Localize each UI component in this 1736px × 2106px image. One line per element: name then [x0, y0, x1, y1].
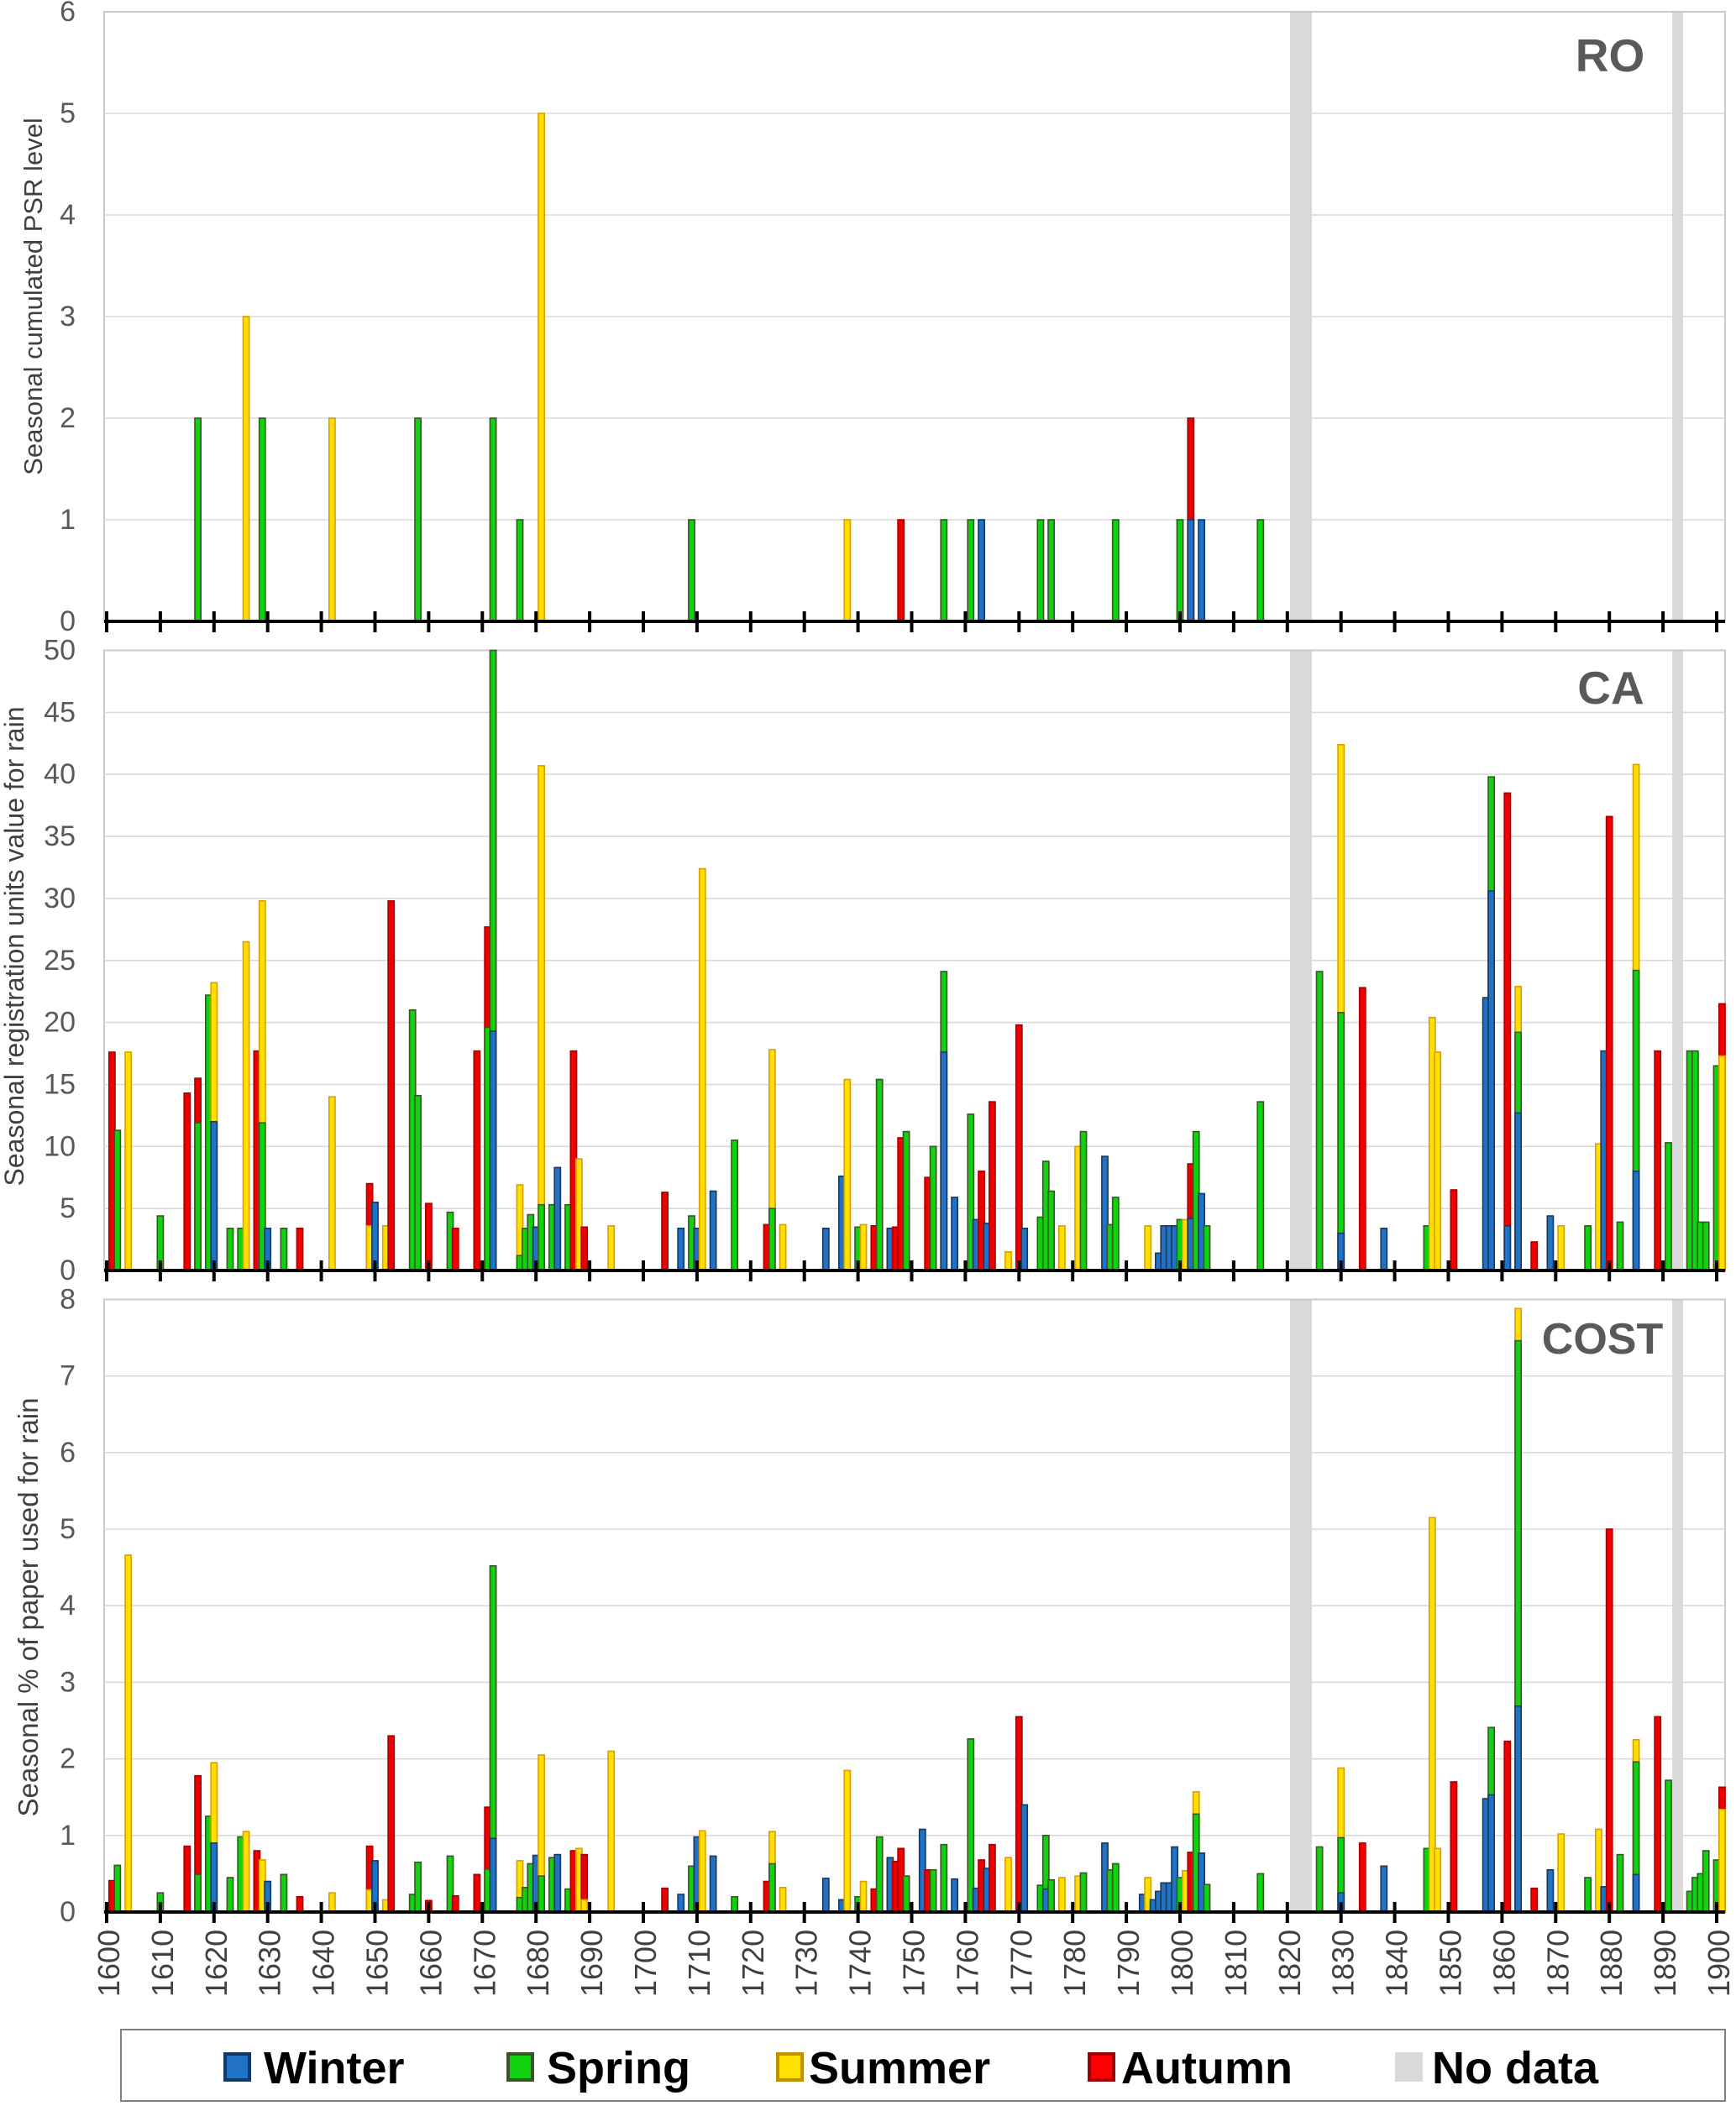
svg-text:0: 0: [60, 1896, 76, 1928]
svg-text:Winter: Winter: [264, 2043, 405, 2093]
svg-text:1640: 1640: [307, 1930, 341, 1997]
svg-text:Summer: Summer: [809, 2043, 990, 2093]
svg-text:1650: 1650: [360, 1930, 395, 1997]
svg-text:1900: 1900: [1702, 1930, 1736, 1997]
svg-text:1820: 1820: [1272, 1930, 1307, 1997]
svg-text:1850: 1850: [1434, 1930, 1468, 1997]
svg-text:RO: RO: [1576, 29, 1645, 81]
svg-text:1880: 1880: [1594, 1930, 1628, 1997]
svg-text:Seasonal cumulated PSR level: Seasonal cumulated PSR level: [18, 118, 48, 475]
svg-text:1700: 1700: [628, 1930, 663, 1997]
svg-text:1610: 1610: [145, 1930, 180, 1997]
svg-text:1810: 1810: [1219, 1930, 1253, 1997]
svg-text:15: 15: [44, 1069, 76, 1101]
svg-text:Seasonal registration units va: Seasonal registration units value for ra…: [0, 707, 29, 1187]
svg-text:35: 35: [44, 820, 76, 852]
svg-text:Spring: Spring: [547, 2043, 690, 2093]
svg-text:1: 1: [60, 1820, 76, 1852]
svg-text:2: 2: [60, 402, 76, 434]
svg-text:10: 10: [44, 1130, 76, 1162]
svg-text:1780: 1780: [1057, 1930, 1092, 1997]
svg-text:1870: 1870: [1540, 1930, 1575, 1997]
svg-text:5: 5: [60, 1192, 76, 1224]
svg-text:20: 20: [44, 1007, 76, 1039]
svg-text:1800: 1800: [1165, 1930, 1199, 1997]
svg-text:30: 30: [44, 883, 76, 914]
svg-text:1670: 1670: [467, 1930, 501, 1997]
svg-text:25: 25: [44, 945, 76, 977]
svg-text:6: 6: [60, 1437, 76, 1469]
svg-text:0: 0: [60, 605, 76, 637]
svg-text:50: 50: [44, 635, 76, 667]
svg-text:1860: 1860: [1487, 1930, 1521, 1997]
svg-text:4: 4: [60, 1590, 76, 1621]
svg-text:1840: 1840: [1380, 1930, 1414, 1997]
svg-text:No data: No data: [1432, 2043, 1599, 2093]
svg-text:7: 7: [60, 1360, 76, 1392]
svg-text:1790: 1790: [1111, 1930, 1146, 1997]
svg-text:COST: COST: [1542, 1315, 1664, 1364]
svg-text:1710: 1710: [682, 1930, 716, 1997]
svg-text:1680: 1680: [521, 1930, 555, 1997]
svg-text:1750: 1750: [897, 1930, 931, 1997]
svg-text:1730: 1730: [789, 1930, 824, 1997]
svg-text:3: 3: [60, 301, 76, 333]
svg-text:1770: 1770: [1004, 1930, 1038, 1997]
svg-text:Seasonal % of paper used for r: Seasonal % of paper used for rain: [13, 1398, 44, 1817]
svg-text:1720: 1720: [736, 1930, 770, 1997]
svg-text:40: 40: [44, 758, 76, 790]
svg-text:2: 2: [60, 1743, 76, 1775]
svg-text:1600: 1600: [92, 1930, 126, 1997]
svg-text:6: 6: [60, 0, 76, 28]
svg-text:1690: 1690: [574, 1930, 609, 1997]
svg-text:4: 4: [60, 199, 76, 231]
svg-text:3: 3: [60, 1666, 76, 1698]
svg-text:5: 5: [60, 1513, 76, 1545]
svg-text:Autumn: Autumn: [1121, 2043, 1293, 2093]
svg-text:8: 8: [60, 1283, 76, 1315]
svg-text:1890: 1890: [1648, 1930, 1682, 1997]
svg-text:1760: 1760: [950, 1930, 984, 1997]
svg-text:0: 0: [60, 1255, 76, 1286]
svg-text:1: 1: [60, 504, 76, 536]
svg-text:1630: 1630: [253, 1930, 287, 1997]
svg-text:1660: 1660: [413, 1930, 448, 1997]
svg-text:1740: 1740: [843, 1930, 878, 1997]
svg-text:5: 5: [60, 97, 76, 129]
svg-text:1620: 1620: [199, 1930, 233, 1997]
svg-text:1830: 1830: [1326, 1930, 1361, 1997]
svg-text:45: 45: [44, 696, 76, 728]
svg-text:CA: CA: [1577, 662, 1644, 714]
